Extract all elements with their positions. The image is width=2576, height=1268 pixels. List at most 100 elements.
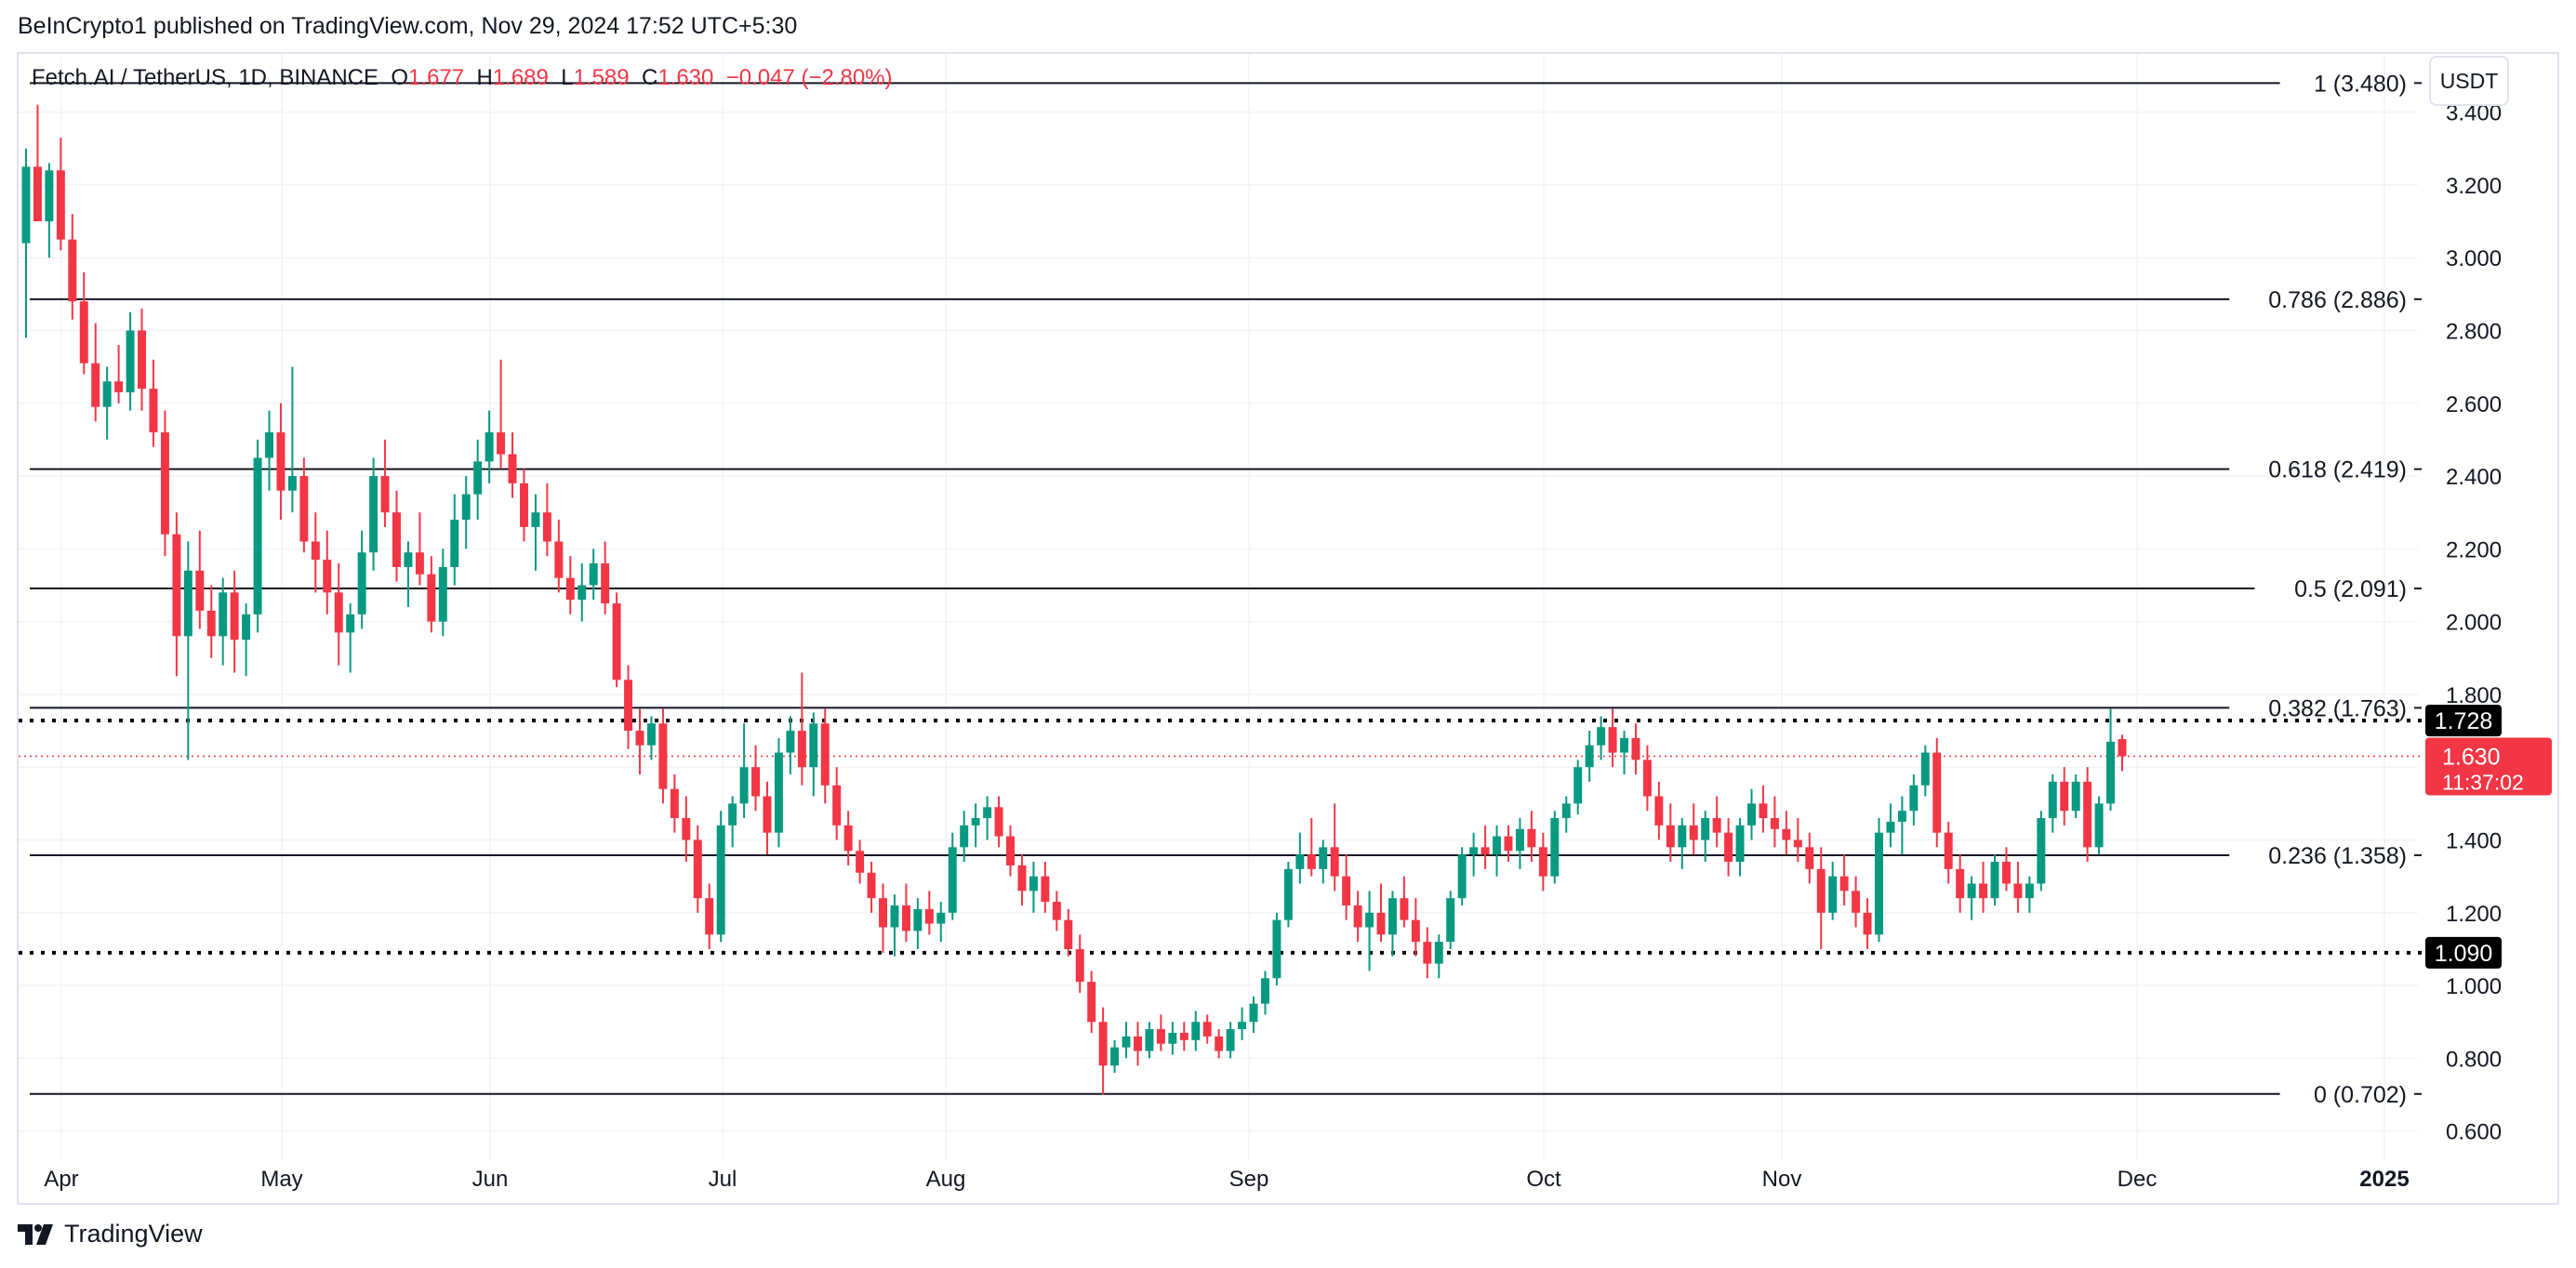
candle (1735, 818, 1745, 877)
candle-body (1029, 876, 1038, 892)
candle (1538, 832, 1547, 892)
candle-body (206, 610, 216, 637)
candle (1550, 811, 1560, 884)
candle (21, 148, 31, 338)
fib-level-label: 0.618 (2.419) (2268, 457, 2407, 483)
candle (1863, 898, 1872, 949)
candle-body (693, 839, 702, 899)
candle (102, 366, 112, 440)
candle (1400, 876, 1409, 928)
candle-body (1839, 876, 1849, 892)
candle-body (670, 788, 679, 819)
candle (554, 520, 564, 593)
legend-low-label: L (561, 65, 574, 90)
candle (1793, 818, 1802, 863)
candle (1608, 708, 1617, 768)
candle-body (299, 476, 309, 542)
candle (183, 541, 193, 760)
candle-body (195, 570, 205, 611)
chart-frame[interactable] (17, 52, 2559, 1205)
candle-body (149, 389, 158, 433)
candle (438, 548, 447, 637)
candle-body (890, 905, 899, 928)
candle (890, 894, 899, 957)
candle-body (786, 731, 795, 753)
level-price-badge-label: 1.090 (2435, 941, 2493, 967)
candle (2048, 774, 2057, 833)
candle-body (1897, 811, 1906, 822)
candle (1110, 1039, 1120, 1074)
candle (473, 439, 483, 521)
currency-button[interactable]: USDT (2429, 56, 2509, 106)
candle-body (843, 825, 853, 852)
candle-body (1759, 803, 1768, 819)
candle (948, 832, 957, 920)
level-price-badge (2425, 936, 2502, 969)
legend-symbol: Fetch.AI / TetherUS, 1D, BINANCE (32, 65, 379, 90)
candle-body (1215, 1036, 1224, 1051)
candle-body (287, 476, 297, 491)
candle-body (1573, 767, 1583, 804)
candle (774, 737, 783, 848)
candle-body (1446, 898, 1455, 943)
candle (56, 138, 65, 251)
candle-body (1597, 727, 1606, 746)
candle (206, 585, 216, 658)
candle (172, 512, 181, 677)
candle (2001, 847, 2011, 892)
candle (693, 825, 702, 913)
candle (299, 457, 309, 553)
candle (1909, 774, 1919, 826)
candle-body (1238, 1022, 1247, 1030)
candle-body (948, 847, 957, 913)
candle (739, 723, 749, 819)
candle-body (346, 614, 355, 633)
candle-body (1087, 982, 1096, 1023)
candle (531, 494, 540, 571)
candle-body (1006, 836, 1015, 865)
brand-footer[interactable]: TradingView (18, 1220, 203, 1248)
candle (1226, 1022, 1235, 1059)
candle-body (473, 461, 483, 495)
candle (1631, 723, 1640, 775)
candle (960, 811, 969, 863)
candle-body (1944, 832, 1953, 869)
candle (1875, 818, 1883, 943)
candle (334, 563, 343, 666)
candle-body (1319, 847, 1328, 869)
candle-body (646, 723, 656, 746)
candle (856, 839, 865, 884)
legend-close-label: C (641, 65, 658, 90)
candle (867, 862, 876, 913)
y-tick-label: 3.200 (2446, 174, 2502, 199)
candle (219, 577, 228, 666)
candle-body (1712, 818, 1721, 833)
candle-body (1260, 978, 1269, 1004)
level-price-badge-label: 1.728 (2435, 708, 2493, 734)
candle (1215, 1029, 1224, 1059)
candle-body (334, 592, 343, 633)
candle (1642, 745, 1652, 812)
candle-body (2025, 883, 2034, 899)
x-tick-label: Dec (2118, 1167, 2158, 1192)
legend-high-value: 1.689 (492, 65, 549, 90)
candle (1920, 745, 1930, 797)
candle (230, 570, 239, 673)
candle-body (751, 767, 761, 797)
candle-body (1052, 902, 1061, 920)
candle-body (809, 723, 818, 768)
candle (1654, 781, 1664, 840)
candle-body (1423, 942, 1432, 964)
candle (369, 457, 378, 571)
candle-body (2106, 741, 2116, 804)
candle (2071, 774, 2080, 819)
candle (461, 476, 471, 549)
candle-body (2071, 781, 2080, 812)
candle (126, 311, 135, 411)
candle (670, 774, 679, 833)
candle (601, 541, 610, 614)
candle-body (1793, 839, 1802, 848)
candle-body (1654, 796, 1664, 826)
candle (612, 592, 621, 688)
